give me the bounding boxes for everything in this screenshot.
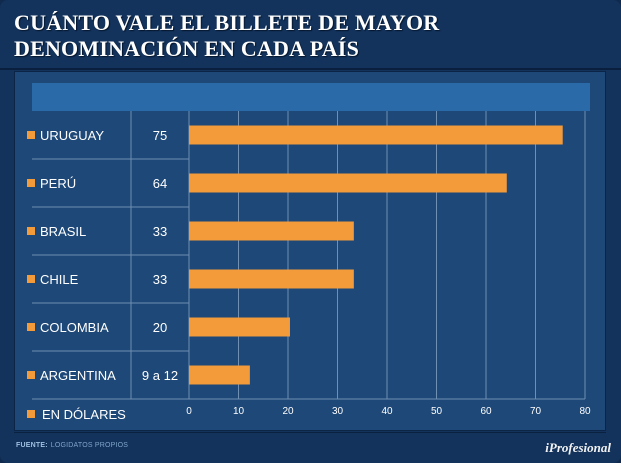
row-bullet-4: [27, 323, 35, 331]
row-bullet-0: [27, 131, 35, 139]
value-label-3: 33: [153, 272, 167, 287]
value-label-0: 75: [153, 128, 167, 143]
source-note: FUENTE: LOGIDATOS PROPIOS: [16, 442, 128, 449]
x-tick-label-8: 80: [579, 406, 591, 417]
x-tick-label-0: 0: [186, 406, 192, 417]
value-label-1: 64: [153, 176, 167, 191]
x-tick-label-6: 60: [480, 406, 492, 417]
x-tick-label-1: 10: [233, 406, 245, 417]
value-label-4: 20: [153, 320, 167, 335]
category-label-5: ARGENTINA: [40, 368, 116, 383]
row-bullet-3: [27, 275, 35, 283]
bar-0: [189, 125, 563, 145]
category-label-1: PERÚ: [40, 176, 76, 191]
bar-2: [189, 221, 354, 241]
x-tick-label-2: 20: [282, 406, 294, 417]
source-text: LOGIDATOS PROPIOS: [50, 442, 129, 449]
bar-1: [189, 173, 507, 193]
category-label-4: COLOMBIA: [40, 320, 109, 335]
category-label-3: CHILE: [40, 272, 79, 287]
category-label-0: URUGUAY: [40, 128, 104, 143]
row-bullet-1: [27, 179, 35, 187]
value-label-2: 33: [153, 224, 167, 239]
bar-5: [189, 365, 250, 385]
source-label: FUENTE:: [16, 442, 48, 449]
bar-4: [189, 317, 290, 337]
title-divider: [0, 68, 621, 70]
x-tick-label-3: 30: [332, 406, 344, 417]
table-header-band: [32, 83, 590, 111]
footer-divider: [14, 432, 606, 433]
value-label-5: 9 a 12: [142, 368, 178, 383]
row-bullet-5: [27, 371, 35, 379]
chart-title: CUÁNTO VALE EL BILLETE DE MAYOR DENOMINA…: [14, 10, 440, 61]
row-bullet-2: [27, 227, 35, 235]
x-tick-label-4: 40: [381, 406, 393, 417]
x-tick-label-5: 50: [431, 406, 443, 417]
legend-swatch: [27, 410, 35, 418]
brand-logo: iProfesional: [545, 440, 611, 455]
legend-label: EN DÓLARES: [42, 407, 126, 422]
bar-3: [189, 269, 354, 289]
category-label-2: BRASIL: [40, 224, 86, 239]
x-tick-label-7: 70: [530, 406, 542, 417]
